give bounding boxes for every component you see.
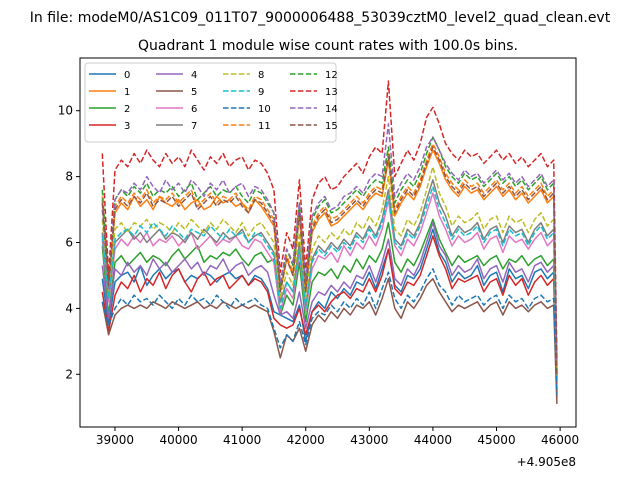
y-tick-label: 10 [58,104,73,118]
series-line-3 [101,235,558,398]
legend-label-0: 0 [124,70,130,81]
series-line-12 [101,136,558,372]
legend-label-8: 8 [258,70,264,81]
chart-title: Quadrant 1 module wise count rates with … [138,38,518,54]
legend-box [84,62,337,143]
y-tick-label: 6 [65,236,73,250]
legend-label-2: 2 [124,104,130,115]
series-line-8 [101,165,558,375]
x-tick-label: 44000 [414,433,452,447]
legend-label-5: 5 [191,87,197,98]
x-tick-label: 46000 [541,433,579,447]
series-line-15 [101,146,558,375]
x-tick-label: 39000 [96,433,134,447]
series-line-13 [101,80,558,358]
legend-label-1: 1 [124,87,130,98]
series-line-14 [101,123,558,365]
y-tick-label: 8 [65,170,73,184]
x-tick-label: 40000 [159,433,197,447]
series-line-7 [101,179,558,378]
figure-suptitle: In file: modeM0/AS1C09_011T07_9000006488… [30,10,611,26]
axis-ticks: 39000 40000 41000 42000 43000 44000 45000 46000… [58,104,579,447]
legend-label-14: 14 [325,104,338,115]
series-line-9 [101,185,558,381]
x-tick-label: 43000 [350,433,388,447]
series-line-11 [101,142,558,375]
x-tick-label: 42000 [287,433,325,447]
series-line-4 [101,221,558,391]
x-tick-label: 45000 [477,433,515,447]
legend-label-15: 15 [325,121,338,132]
legend-label-12: 12 [325,70,338,81]
y-tick-label: 4 [65,301,73,315]
legend-label-9: 9 [258,87,264,98]
series-line-6 [101,192,558,381]
y-tick-label: 2 [65,367,73,381]
series-layer [101,80,558,404]
series-line-2 [101,218,558,385]
x-offset-label: +4.905e8 [517,455,576,469]
legend-label-10: 10 [258,104,271,115]
legend-label-13: 13 [325,87,338,98]
legend-label-6: 6 [191,104,197,115]
legend-label-3: 3 [124,121,130,132]
series-line-5 [101,277,558,404]
series-line-10 [101,268,558,395]
legend-label-11: 11 [258,121,271,132]
x-tick-label: 41000 [223,433,261,447]
series-line-1 [101,149,558,378]
legend-label-4: 4 [191,70,197,81]
legend-label-7: 7 [191,121,197,132]
